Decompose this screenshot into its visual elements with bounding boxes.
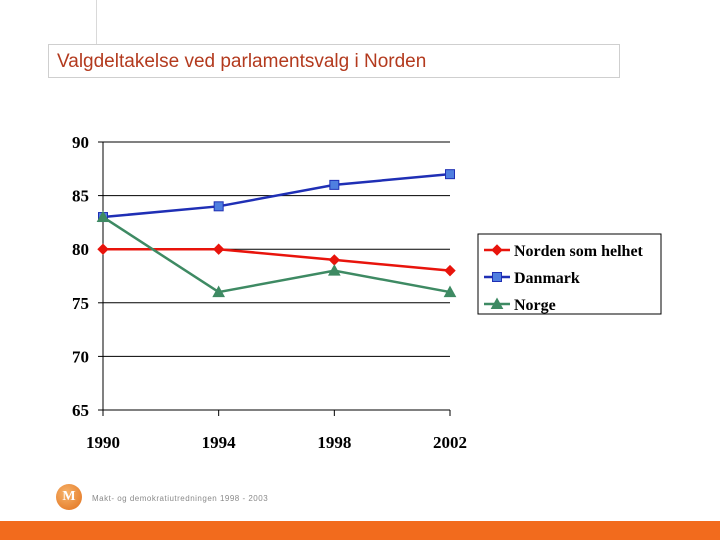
data-point-norge [443,285,457,298]
legend-marker-danmark [492,272,502,282]
footer: M Makt- og demokratiutredningen 1998 - 2… [56,484,316,518]
legend-marker-norden-som-helhet [491,244,503,256]
data-point-norge [96,210,110,223]
y-tick-label: 85 [72,187,89,206]
data-point-norge [327,264,341,276]
x-tick-label: 2002 [433,433,467,452]
y-tick-label: 90 [72,133,89,152]
x-tick-label: 1990 [86,433,120,452]
organization-logo: M [56,484,82,510]
data-point-norden-som-helhet [97,243,109,255]
x-tick-label: 1994 [202,433,237,452]
legend-marker-norge [490,297,504,309]
title-box: Valgdeltakelse ved parlamentsvalg i Nord… [48,44,620,78]
y-tick-label: 80 [72,240,89,259]
footer-accent-bar [0,521,720,540]
series-line-norden-som-helhet [103,247,451,272]
y-tick-label: 70 [72,347,89,366]
series-line-danmark [102,172,451,219]
data-point-norden-som-helhet [328,254,341,266]
data-point-norden-som-helhet [444,264,456,277]
x-tick-label: 1998 [317,433,351,452]
legend-label: Danmark [514,270,580,287]
data-point-danmark [329,179,340,190]
data-point-norden-som-helhet [212,243,225,255]
footer-text: Makt- og demokratiutredningen 1998 - 200… [92,494,269,503]
data-point-danmark [213,201,224,212]
y-tick-label: 75 [72,294,89,313]
slide-title: Valgdeltakelse ved parlamentsvalg i Nord… [57,51,427,72]
data-point-danmark [445,169,455,180]
legend-box [477,233,662,315]
legend-label: Norge [514,297,556,314]
series-line-norge [102,215,451,294]
y-tick-label: 65 [72,401,89,420]
data-point-norge [212,285,226,298]
legend-label: Norden som helhet [514,243,644,260]
decorative-vertical-rule [96,0,97,44]
